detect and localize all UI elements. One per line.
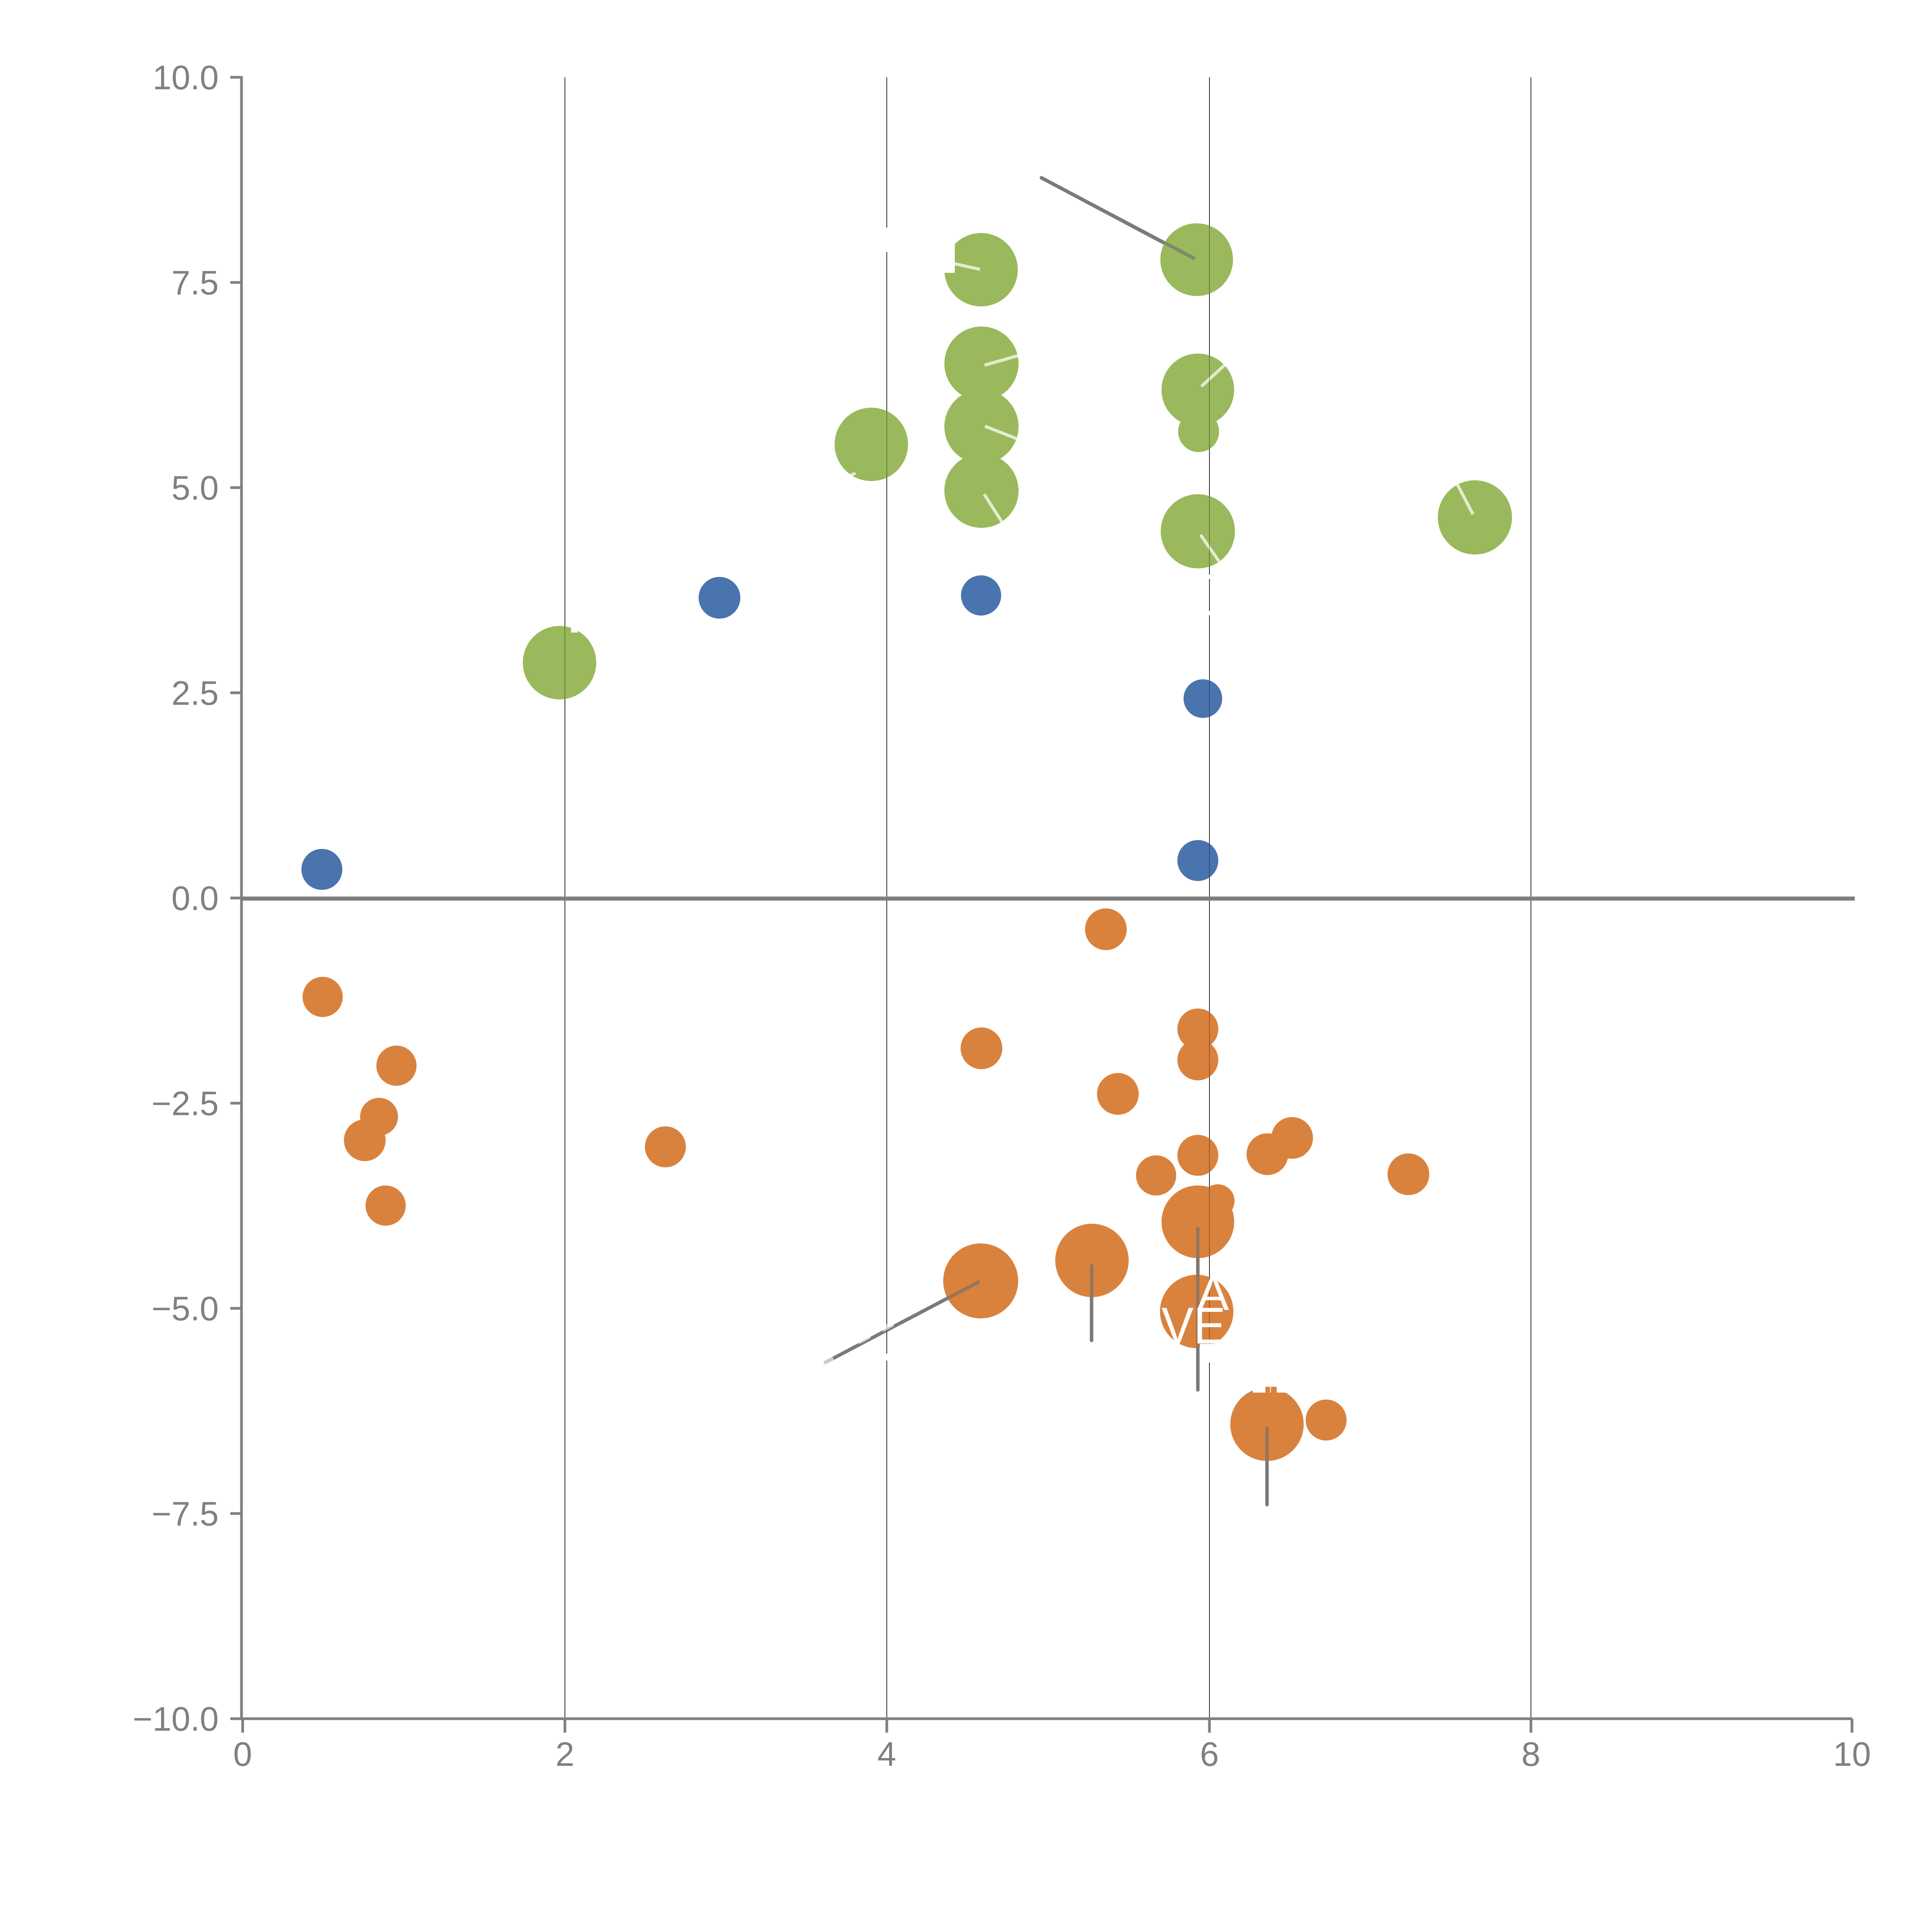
svg-text:7.5: 7.5 [172, 264, 219, 302]
svg-text:8: 8 [1522, 1735, 1541, 1773]
svg-text:6: 6 [1200, 1735, 1219, 1773]
svg-text:10.0: 10.0 [153, 58, 219, 97]
svg-text:A: A [1197, 1267, 1229, 1320]
svg-text:0: 0 [233, 1735, 252, 1773]
svg-text:5.0: 5.0 [172, 469, 219, 507]
svg-text:10: 10 [1833, 1735, 1871, 1773]
svg-text:2.5: 2.5 [172, 674, 219, 712]
svg-text:−7.5: −7.5 [151, 1495, 219, 1533]
svg-text:O: O [1187, 563, 1232, 627]
svg-text:0.0: 0.0 [172, 879, 219, 917]
svg-text:−10.0: −10.0 [133, 1700, 219, 1738]
svg-text:−2.5: −2.5 [151, 1084, 219, 1122]
svg-text:4: 4 [878, 1735, 896, 1773]
svg-text:−5.0: −5.0 [151, 1289, 219, 1328]
svg-text:2: 2 [556, 1735, 575, 1773]
